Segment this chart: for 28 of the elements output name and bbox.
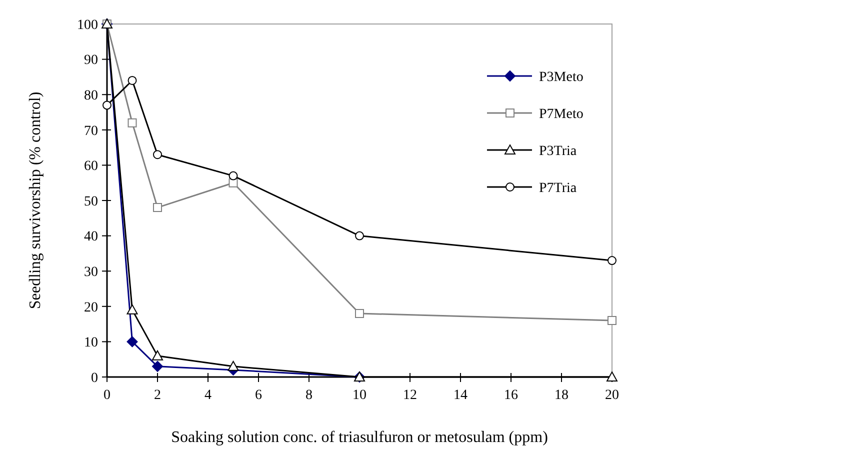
y-tick-label: 60 (84, 159, 98, 174)
y-tick-label: 100 (77, 18, 98, 33)
legend-label: P7Tria (539, 180, 578, 196)
y-tick-label: 10 (84, 336, 98, 351)
x-tick-label: 10 (352, 388, 366, 403)
x-axis-title: Soaking solution conc. of triasulfuron or metosulam (ppm) (171, 429, 548, 446)
x-tick-label: 18 (554, 388, 568, 403)
y-tick-label: 40 (84, 230, 98, 245)
x-tick-label: 0 (104, 388, 110, 403)
legend-label: P3Tria (539, 144, 578, 159)
x-tick-label: 6 (255, 388, 262, 403)
legend-label: P7Meto (539, 106, 584, 122)
x-tick-label: 12 (403, 388, 417, 403)
legend-label: P3Meto (539, 70, 584, 85)
x-tick-label: 8 (306, 388, 312, 403)
x-tick-label: 16 (504, 388, 518, 403)
y-tick-label: 50 (84, 194, 98, 210)
y-tick-label: 90 (84, 53, 98, 68)
y-tick-label: 0 (91, 370, 98, 386)
y-tick-label: 30 (84, 265, 98, 280)
x-tick-label: 20 (605, 388, 619, 403)
x-tick-label: 2 (154, 388, 161, 403)
y-axis-title: Seedling survivorship (% control) (27, 92, 44, 310)
y-tick-label: 80 (84, 88, 98, 104)
x-tick-label: 14 (454, 388, 468, 403)
x-tick-label: 4 (204, 388, 212, 403)
y-tick-label: 70 (84, 124, 98, 139)
y-tick-label: 20 (84, 300, 98, 316)
